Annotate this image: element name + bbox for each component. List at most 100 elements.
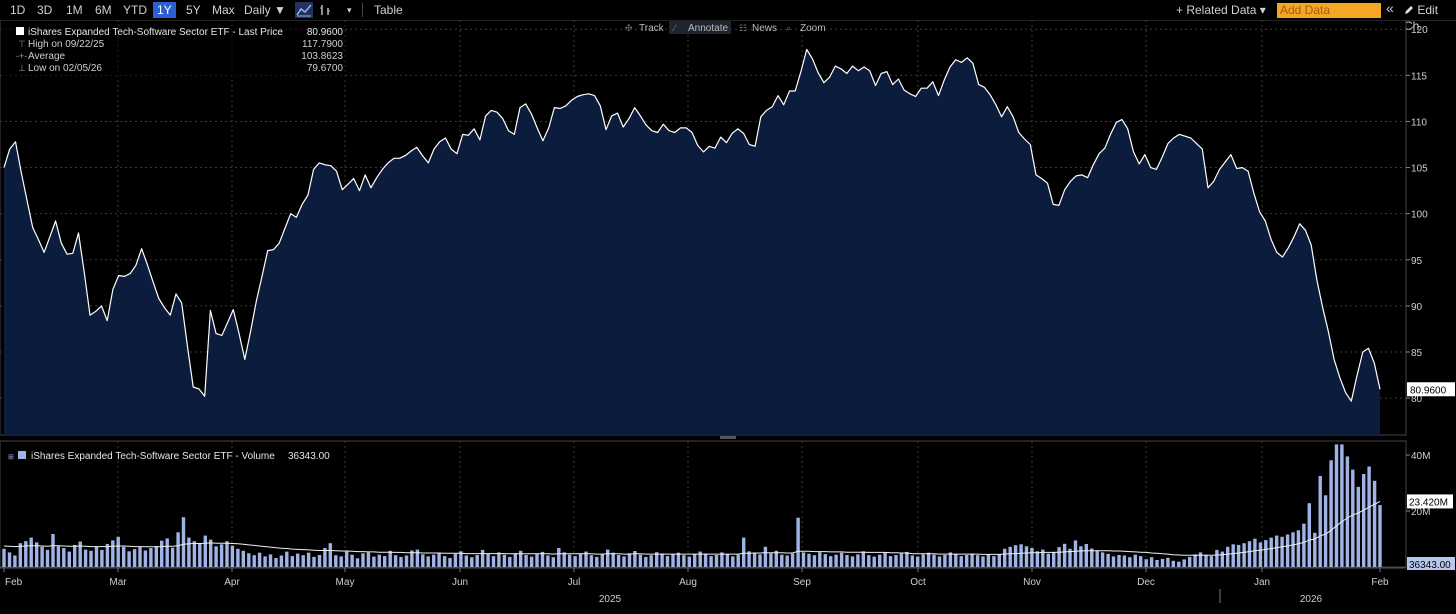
volume-bar (1231, 544, 1235, 567)
volume-bar (247, 553, 251, 567)
period-5y-button[interactable]: 5Y (186, 3, 201, 17)
volume-bar (709, 556, 713, 567)
zoom-tool[interactable]: ⌕ Zoom (786, 23, 826, 34)
period-ytd-button[interactable]: YTD (123, 3, 147, 17)
volume-bar (1046, 553, 1050, 567)
volume-bar (992, 556, 996, 567)
x-tick-label: Feb (5, 577, 23, 588)
panel-resize-handle[interactable] (720, 436, 736, 439)
volume-bar (910, 555, 914, 567)
news-tool[interactable]: ☷ News (739, 23, 777, 34)
volume-bar (975, 555, 980, 567)
volume-bar (627, 553, 632, 567)
price-volume-chart[interactable]: 80 85 90 95 100 105 110 115 120 80.9600 20M 40M 23.4… (0, 19, 1456, 609)
volume-bar (1133, 554, 1137, 567)
volume-bar (736, 554, 740, 567)
table-button[interactable]: Table (374, 3, 403, 17)
year-label: 2026 (1300, 594, 1323, 605)
volume-bar (366, 552, 371, 567)
chevron-down-icon[interactable]: ▾ (347, 5, 352, 15)
volume-bar (1057, 547, 1061, 567)
period-1m-button[interactable]: 1M (66, 3, 83, 17)
period-1y-button[interactable]: 1Y (153, 2, 176, 18)
volume-bar (480, 549, 485, 567)
period-1d-button[interactable]: 1D (10, 3, 26, 17)
pencil-icon (1405, 6, 1413, 14)
period-6m-button[interactable]: 6M (95, 3, 112, 17)
volume-bar (257, 552, 262, 567)
volume-bar (1062, 543, 1067, 567)
low-marker-icon: ⊥ (18, 63, 26, 73)
related-data-button[interactable]: + Related Data ▾ (1176, 3, 1266, 17)
volume-bar (1302, 523, 1306, 567)
volume-bar (1024, 546, 1029, 567)
volume-bar (1280, 536, 1284, 567)
volume-bar (426, 556, 430, 567)
legend-last-value: 80.9600 (307, 27, 344, 38)
volume-bar (448, 558, 452, 567)
volume-bar (872, 556, 876, 567)
volume-bar (616, 555, 621, 567)
volume-avg-tag (1407, 494, 1453, 509)
volume-bar (56, 546, 61, 567)
edit-chart-button[interactable]: Edit Ch (1400, 2, 1456, 33)
volume-bar (845, 555, 849, 567)
volume-bar (1100, 552, 1105, 567)
volume-bar (1095, 550, 1099, 567)
volume-bar (546, 555, 550, 567)
volume-bar (763, 546, 768, 567)
volume-bar (219, 544, 224, 567)
volume-bar (67, 551, 71, 567)
volume-bar (355, 558, 360, 567)
volume-bar (29, 537, 33, 567)
volume-bar (100, 549, 104, 567)
volume-moving-average-line (3, 500, 1381, 556)
volume-bar (73, 544, 77, 567)
annotate-tool[interactable]: ∕ Annotate (669, 21, 731, 34)
volume-bar (263, 556, 267, 567)
period-3d-button[interactable]: 3D (37, 3, 53, 17)
volume-bar (1269, 537, 1273, 567)
chart-area[interactable]: 80 85 90 95 100 105 110 115 120 80.9600 20M 40M 23.4… (0, 19, 1456, 609)
price-ytick-label: 85 (1411, 348, 1423, 359)
volume-bar (1204, 554, 1208, 567)
bar-chart-icon[interactable] (317, 2, 335, 18)
volume-bar (18, 543, 22, 567)
volume-bar (899, 553, 904, 567)
volume-bar (535, 554, 539, 567)
price-area (4, 49, 1380, 435)
axes: 80 85 90 95 100 105 110 115 120 80.9600 20M 40M 23.4… (0, 25, 1455, 605)
volume-bar (453, 553, 458, 567)
frequency-dropdown[interactable]: Daily ▼ (244, 3, 286, 17)
volume-bar (638, 554, 643, 567)
volume-bar (1188, 556, 1192, 567)
volume-bar (1171, 560, 1175, 567)
volume-bar (1111, 556, 1116, 567)
volume-bar (1340, 444, 1344, 567)
period-max-button[interactable]: Max (212, 3, 235, 17)
volume-legend: ⊞ iShares Expanded Tech-Software Sector … (8, 451, 330, 462)
price-line[interactable] (3, 48, 1381, 402)
volume-ytick-label: 20M (1411, 507, 1430, 518)
volume-bar (600, 554, 604, 567)
volume-bar (796, 517, 800, 567)
volume-bar (160, 540, 164, 567)
volume-bar (170, 547, 175, 567)
volume-bar (372, 556, 376, 567)
volume-bar (562, 552, 566, 567)
volume-bar (83, 549, 88, 567)
volume-bar (557, 548, 561, 567)
volume-bar (1193, 554, 1197, 567)
volume-bar (622, 556, 626, 567)
volume-bar (1236, 544, 1241, 567)
add-data-input[interactable]: Add Data (1277, 3, 1381, 18)
track-tool[interactable]: ✣ Track (625, 23, 665, 34)
legend-series-label: iShares Expanded Tech-Software Sector ET… (28, 27, 283, 38)
volume-bar (230, 545, 235, 567)
volume-bar (1177, 561, 1181, 567)
volume-bar (665, 556, 670, 567)
collapse-icon[interactable]: « (1386, 0, 1394, 16)
line-chart-icon[interactable] (295, 2, 313, 18)
volume-bar (839, 552, 844, 567)
volume-bar (905, 551, 909, 567)
